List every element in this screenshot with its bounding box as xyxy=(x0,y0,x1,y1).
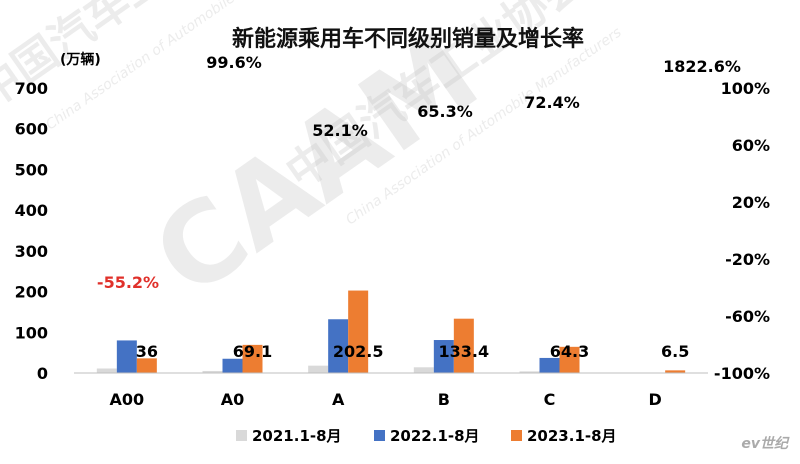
bar xyxy=(433,340,454,373)
bar xyxy=(242,344,263,373)
x-tick-label: D xyxy=(649,390,662,409)
value-labels: 36 69.1 202.5 133.4 64.3 6.5 xyxy=(136,342,690,361)
bar xyxy=(559,346,580,373)
brand-mark: ev世纪 xyxy=(741,435,790,452)
y2-tick-label: 20% xyxy=(732,193,770,212)
legend-swatch xyxy=(236,430,247,441)
growth-label: 72.4% xyxy=(524,93,580,112)
legend: 2021.1-8月 2022.1-8月 2023.1-8月 xyxy=(236,427,617,445)
bar xyxy=(308,365,329,373)
growth-label: 65.3% xyxy=(417,102,473,121)
y-tick-label: 100 xyxy=(15,323,48,342)
y2-tick-label: -60% xyxy=(725,307,770,326)
legend-label: 2023.1-8月 xyxy=(527,427,617,445)
value-label: 69.1 xyxy=(233,342,272,361)
legend-label: 2021.1-8月 xyxy=(252,427,342,445)
legend-label: 2022.1-8月 xyxy=(390,427,480,445)
bar xyxy=(665,370,686,373)
bar xyxy=(348,290,369,373)
y-axis-right: -100% -60% -20% 20% 60% 100% xyxy=(714,79,770,383)
y-tick-label: 700 xyxy=(15,79,48,98)
value-label: 202.5 xyxy=(333,342,384,361)
value-label: 36 xyxy=(136,342,158,361)
legend-swatch xyxy=(374,430,385,441)
growth-label: 1822.6% xyxy=(663,57,741,76)
growth-label: 52.1% xyxy=(312,121,368,140)
y2-tick-label: -20% xyxy=(725,250,770,269)
legend-swatch xyxy=(511,430,522,441)
y-tick-label: 0 xyxy=(37,364,48,383)
value-label: 64.3 xyxy=(550,342,589,361)
x-tick-label: A00 xyxy=(110,390,145,409)
x-axis-categories: A00 A0 A B C D xyxy=(110,390,662,409)
y-axis-unit: (万辆) xyxy=(60,51,101,68)
bar xyxy=(328,319,349,373)
bar xyxy=(136,358,157,373)
bar xyxy=(519,371,540,373)
bars xyxy=(96,290,686,373)
y2-tick-label: 60% xyxy=(732,136,770,155)
y-tick-label: 200 xyxy=(15,283,48,302)
value-label: 133.4 xyxy=(439,342,490,361)
y-tick-label: 400 xyxy=(15,201,48,220)
bar xyxy=(413,367,434,373)
value-label: 6.5 xyxy=(661,342,689,361)
y2-tick-label: -100% xyxy=(714,364,770,383)
y-axis-left: 0 100 200 300 400 500 600 700 xyxy=(15,79,48,383)
x-tick-label: B xyxy=(438,390,450,409)
x-tick-label: C xyxy=(544,390,556,409)
y2-tick-label: 100% xyxy=(721,79,770,98)
bar xyxy=(222,358,243,373)
bar xyxy=(202,370,223,373)
bar xyxy=(453,318,474,373)
y-tick-label: 600 xyxy=(15,120,48,139)
bar xyxy=(116,340,137,373)
bar xyxy=(539,357,560,373)
growth-label: 99.6% xyxy=(206,53,262,72)
bar xyxy=(96,368,117,373)
x-tick-label: A0 xyxy=(221,390,245,409)
growth-label: -55.2% xyxy=(97,273,159,292)
chart-title: 新能源乘用车不同级别销量及增长率 xyxy=(232,26,584,52)
y-tick-label: 300 xyxy=(15,242,48,261)
x-tick-label: A xyxy=(332,390,345,409)
growth-labels: -55.2% 99.6% 52.1% 65.3% 72.4% 1822.6% xyxy=(97,53,741,292)
y-tick-label: 500 xyxy=(15,160,48,179)
